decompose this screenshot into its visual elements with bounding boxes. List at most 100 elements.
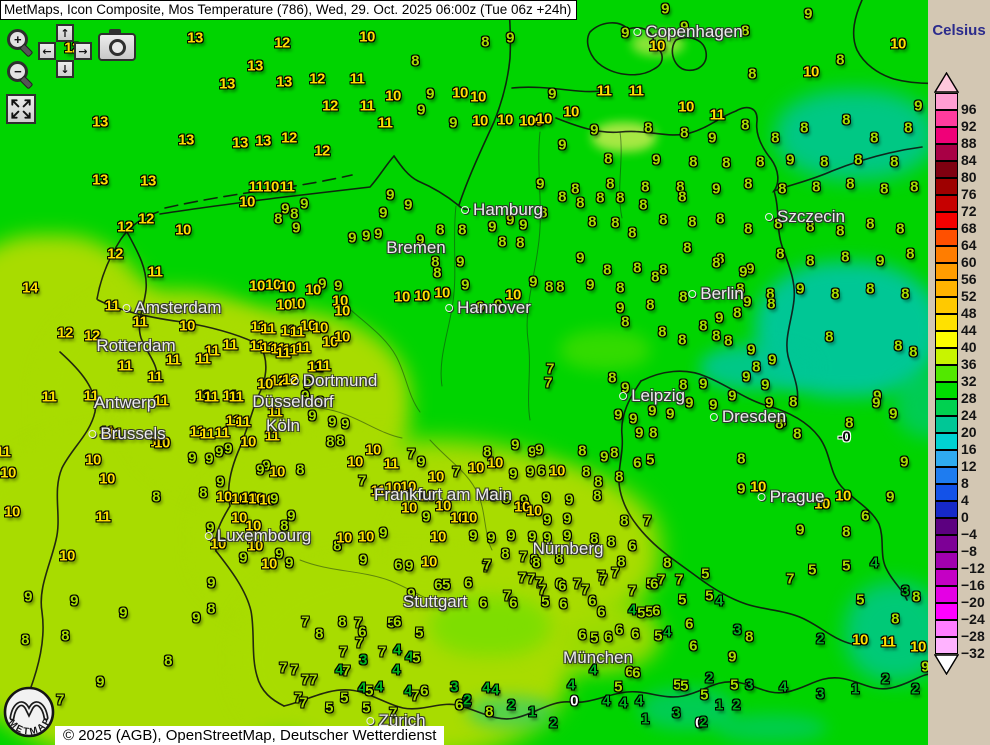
temp-value: 10 [334,328,350,346]
pan-right-button[interactable]: → [74,42,92,60]
temp-value: 9 [548,85,556,103]
temp-value: 9 [506,29,514,47]
temp-value: 10 [430,528,446,546]
temp-value: 3 [450,678,458,696]
city-label: Nürnberg [533,539,604,559]
city-name: Luxembourg [216,526,312,545]
zoom-in-button[interactable]: + [7,29,35,57]
legend-color-box [935,484,958,501]
temp-value: 10 [269,463,285,481]
city-name: Rotterdam [96,336,176,355]
temp-value: 8 [620,512,628,530]
temp-value: 8 [621,313,629,331]
temp-value: 8 [411,52,419,70]
temp-value: 9 [563,510,571,528]
temp-value: 11 [282,341,298,359]
temp-value: 10 [434,284,450,302]
temp-value: 8 [870,129,878,147]
pan-up-button[interactable]: ↑ [56,24,74,42]
temp-value: 8 [483,443,491,461]
temp-value: 8 [716,250,724,268]
temp-value: 10 [487,454,503,472]
temp-value: 9 [747,341,755,359]
temp-value: 9 [873,387,881,405]
temp-value: 13 [178,131,194,149]
temp-value: 9 [737,480,745,498]
temp-value: 2 [463,691,471,709]
temp-value: 11 [222,336,238,354]
temp-value: 8 [904,119,912,137]
temp-value: 13 [232,134,248,152]
screenshot-button[interactable] [98,29,136,61]
temp-value: 9 [216,473,224,491]
temp-value: 9 [520,492,528,510]
temp-value: 11 [107,425,123,443]
temp-value: 7 [628,582,636,600]
city-marker-icon [709,413,718,421]
pan-left-button[interactable]: ← [38,42,56,60]
temp-value: 11 [295,339,311,357]
temp-value: 10 [428,468,444,486]
temp-value: 5 [646,575,654,593]
temp-value: 9 [407,585,415,603]
temp-value: 8 [21,631,29,649]
legend-color-box [935,586,958,603]
city-marker-icon [122,304,131,312]
temp-value: 10 [305,281,321,299]
temp-value: 10 [0,464,16,482]
temp-value: 8 [501,545,509,563]
pan-down-button[interactable]: ↓ [56,60,74,78]
temp-value: 10 [322,333,338,351]
city-name: Bremen [386,238,446,257]
temp-value: 11 [104,297,120,315]
temp-value: 7 [452,463,460,481]
temp-value: 10 [99,470,115,488]
temp-value: 9 [900,453,908,471]
city-name: Szczecin [776,207,846,226]
temp-value: 8 [628,224,636,242]
legend-color-box [935,399,958,416]
temp-value: 11 [709,106,725,124]
city-label: Zürich [366,711,426,731]
temp-value: 9 [629,410,637,428]
temp-value: 6 [578,626,586,644]
temp-value: 9 [404,196,412,214]
temp-value: 4 [393,641,401,659]
temp-value: 8 [722,154,730,172]
temp-value: 5 [637,604,645,622]
fullscreen-button[interactable] [6,94,36,124]
temp-value: 11 [349,70,365,88]
temp-value: 7 [389,704,397,722]
zoom-in-glyph: + [13,32,22,47]
temp-value: 11 [279,178,295,196]
legend-color-box [935,178,958,195]
temp-value: 2 [732,696,740,714]
logo-wave-inner [11,702,47,719]
city-name: München [563,648,633,667]
temp-value: 9 [536,175,544,193]
zoom-out-button[interactable]: − [7,61,35,89]
temp-value: 8 [689,153,697,171]
arrow-up-icon: ↑ [60,26,70,40]
temp-value: 11 [83,387,99,405]
temp-value: 8 [578,442,586,460]
legend-panel: Celsius 96 92 88 84 80 76 72 68 64 60 56 52 48 44 40 36… [928,0,990,745]
temp-value: 11 [203,388,219,406]
temp-value: 8 [659,211,667,229]
temp-value: 9 [328,413,336,431]
temp-value: 10 [470,88,486,106]
temp-value: 9 [359,551,367,569]
temp-value: 4 [635,692,643,710]
temp-value: 5 [365,682,373,700]
temp-value: 8 [820,153,828,171]
temp-value: 8 [688,213,696,231]
temp-value: 7 [573,575,581,593]
temp-value: 8 [912,588,920,606]
temp-value: 10 [259,491,275,509]
city-marker-icon [757,493,766,501]
attribution-text: © 2025 (AGB), OpenStreetMap, Deutscher W… [63,727,437,744]
temp-value: 7 [786,570,794,588]
temp-value: 9 [535,441,543,459]
